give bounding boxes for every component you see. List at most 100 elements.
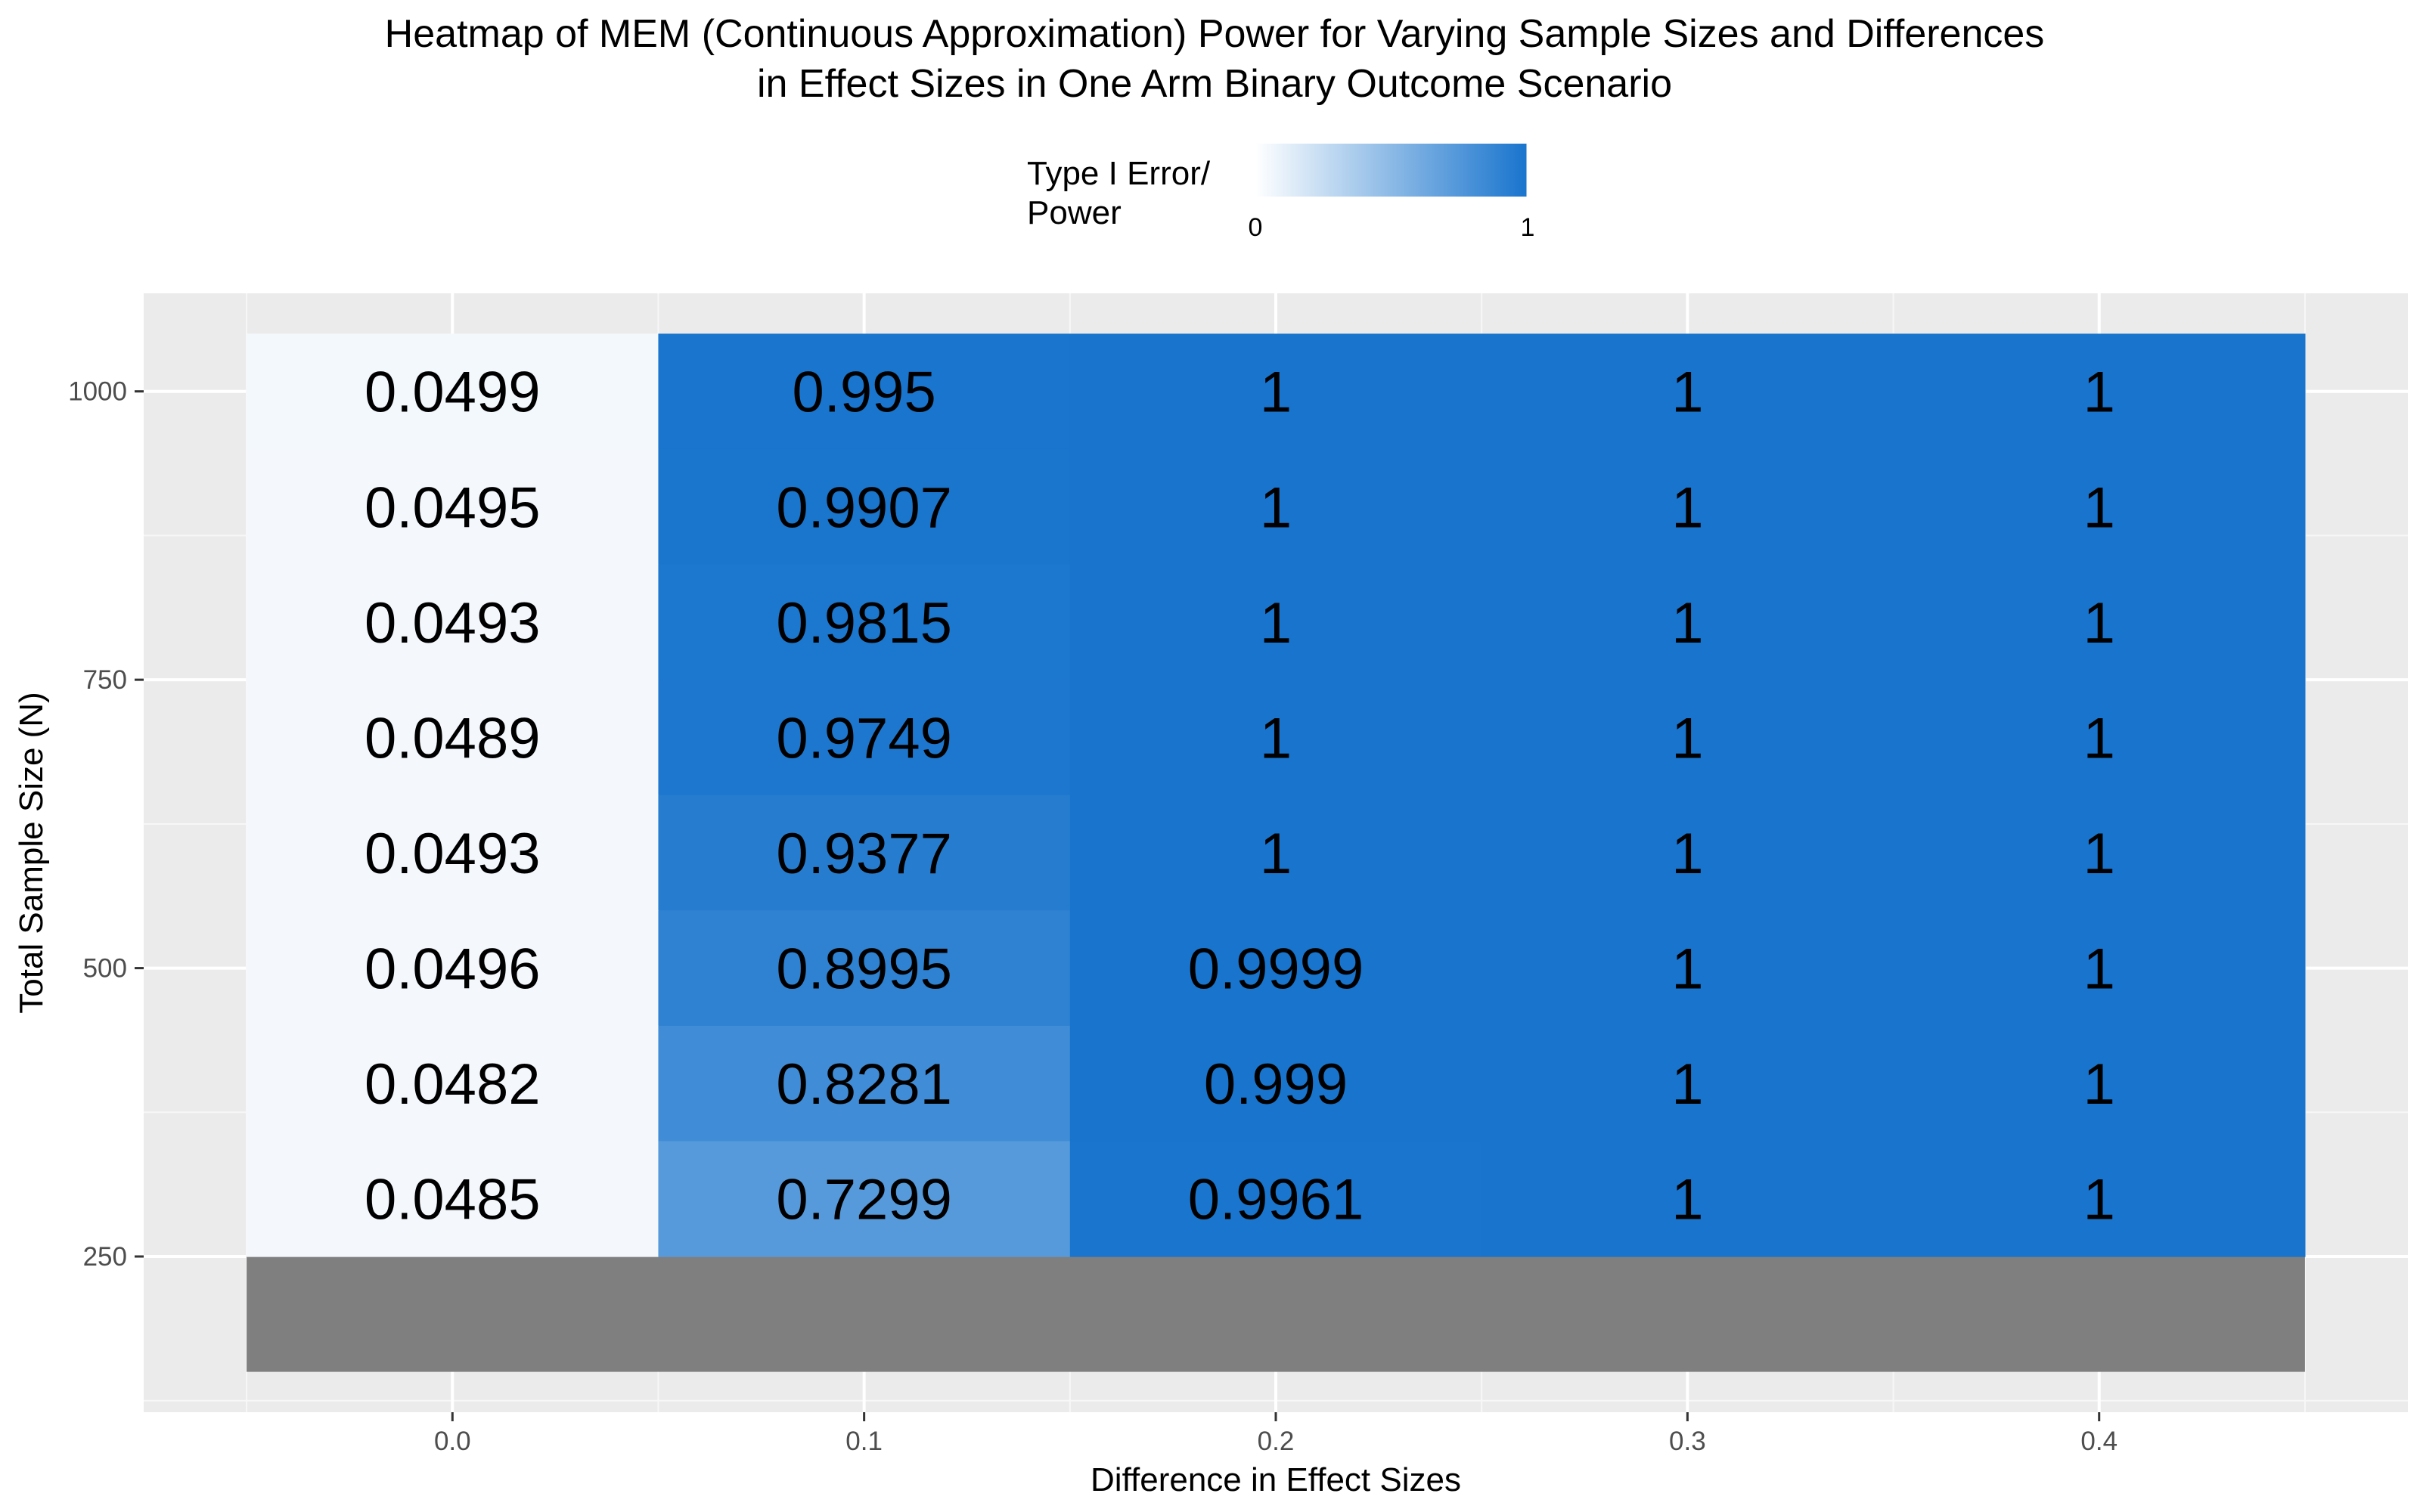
legend-colorbar: [1255, 144, 1528, 197]
heatmap-cell: [1893, 910, 2306, 1027]
heatmap-cell-label: 1: [1260, 361, 1292, 425]
heatmap-cell: [658, 448, 1071, 565]
heatmap-cell-label: 0.9999: [1188, 937, 1364, 1002]
heatmap-cell-label: 1: [1671, 706, 1703, 770]
y-axis-tick-label: 500: [83, 954, 127, 984]
heatmap-cells: [247, 333, 2306, 1372]
heatmap-cell: [658, 795, 1071, 911]
heatmap-cell-label: 0.9961: [1188, 1168, 1364, 1232]
heatmap-cell: [1893, 680, 2306, 796]
heatmap-cell-label: 1: [1260, 706, 1292, 770]
heatmap-cell-label: 1: [2083, 361, 2115, 425]
heatmap-cell: [247, 1025, 659, 1142]
heatmap-cell: [1481, 564, 1894, 680]
heatmap-cell-label: 0.0495: [365, 476, 540, 540]
heatmap-cell-label: 1: [2083, 822, 2115, 886]
heatmap-cell-label: 1: [2083, 937, 2115, 1002]
heatmap-cell-label: 0.9815: [776, 591, 951, 655]
heatmap-cell-label: 1: [1671, 476, 1703, 540]
legend-title-line-1: Type I Error/: [1027, 155, 1211, 192]
x-axis-tick-label: 0.4: [2080, 1427, 2118, 1456]
heatmap-cell-label: 0.7299: [776, 1168, 951, 1232]
heatmap-cell: [658, 910, 1071, 1027]
heatmap-cell: [1481, 448, 1894, 565]
heatmap-cell-label: 1: [1671, 937, 1703, 1002]
heatmap-cell: [658, 333, 1071, 450]
heatmap-cell: [1893, 448, 2306, 565]
heatmap-cell: [1481, 1025, 1894, 1142]
heatmap-cell: [1481, 680, 1894, 796]
heatmap-cell-label: 0.9749: [776, 706, 951, 770]
heatmap-cell: [247, 448, 659, 565]
legend: Type I Error/ Power 0 1: [1027, 144, 1534, 242]
legend-min-label: 0: [1249, 213, 1263, 242]
cell-value-labels: 0.0499 0.995 1 1 1 0.0495 0.9907 1 1 1 0.0493 0.981…: [365, 361, 2115, 1232]
heatmap-cell-label: 1: [1671, 1168, 1703, 1232]
heatmap-cell: [1893, 1025, 2306, 1142]
chart-title-line-1: Heatmap of MEM (Continuous Approximation…: [385, 12, 2045, 56]
heatmap-cell-label: 1: [2083, 591, 2115, 655]
heatmap-cell: [658, 1025, 1071, 1142]
heatmap-cell: [247, 680, 659, 796]
heatmap-cell: [1069, 1141, 1482, 1257]
heatmap-cell: [1481, 333, 1894, 450]
heatmap-cell: [247, 1141, 659, 1257]
heatmap-cell-label: 1: [2083, 476, 2115, 540]
heatmap-cell: [1481, 795, 1894, 911]
heatmap-cell: [658, 1141, 1071, 1257]
heatmap-cell-label: 0.9907: [776, 476, 951, 540]
x-axis-tick-label: 0.3: [1669, 1427, 1706, 1456]
heatmap-cell: [1069, 795, 1482, 911]
heatmap-cell-label: 0.0499: [365, 361, 540, 425]
heatmap-cell-label: 0.0493: [365, 591, 540, 655]
chart-title: Heatmap of MEM (Continuous Approximation…: [385, 12, 2045, 106]
heatmap-cell-label: 0.8281: [776, 1052, 951, 1117]
heatmap-cell: [1069, 680, 1482, 796]
x-axis-tick-label: 0.2: [1258, 1427, 1295, 1456]
heatmap-cell: [1069, 448, 1482, 565]
heatmap-cell: [658, 680, 1071, 796]
heatmap-cell-label: 0.995: [793, 361, 936, 425]
heatmap-cell: [1069, 910, 1482, 1027]
y-axis-title: Total Sample Size (N): [13, 692, 50, 1013]
heatmap-cell-label: 0.0489: [365, 706, 540, 770]
heatmap-cell: [247, 910, 659, 1027]
heatmap-cell-label: 1: [1260, 822, 1292, 886]
heatmap-cell-label: 0.0485: [365, 1168, 540, 1232]
legend-title-line-2: Power: [1027, 194, 1122, 231]
heatmap-cell-label: 1: [2083, 1052, 2115, 1117]
heatmap-cell: [1069, 1025, 1482, 1142]
heatmap-cell: [1893, 333, 2306, 450]
y-axis: 250 500 750 1000: [68, 377, 144, 1272]
heatmap-cell-label: 1: [1671, 822, 1703, 886]
y-axis-tick-label: 250: [83, 1242, 127, 1272]
heatmap-cell-label: 1: [1671, 361, 1703, 425]
heatmap-cell-label: 1: [1260, 476, 1292, 540]
heatmap-cell: [1481, 1141, 1894, 1257]
y-axis-tick-label: 1000: [68, 377, 127, 407]
heatmap-cell-label: 0.0493: [365, 822, 540, 886]
heatmap-cell-label: 0.0482: [365, 1052, 540, 1117]
chart-title-line-2: in Effect Sizes in One Arm Binary Outcom…: [757, 62, 1672, 106]
heatmap-cell-na-row: [247, 1256, 2305, 1372]
heatmap-cell: [1893, 795, 2306, 911]
heatmap-cell-label: 1: [1671, 1052, 1703, 1117]
heatmap-cell: [247, 333, 659, 450]
heatmap-cell-label: 1: [2083, 706, 2115, 770]
heatmap-cell: [1069, 333, 1482, 450]
heatmap-cell-label: 0.8995: [776, 937, 951, 1002]
heatmap-cell-label: 0.9377: [776, 822, 951, 886]
heatmap-cell-label: 1: [2083, 1168, 2115, 1232]
heatmap-cell-label: 1: [1671, 591, 1703, 655]
heatmap-cell: [1481, 910, 1894, 1027]
heatmap-cell: [247, 564, 659, 680]
heatmap-cell: [1893, 564, 2306, 680]
heatmap-cell: [247, 795, 659, 911]
x-axis-tick-label: 0.0: [434, 1427, 471, 1456]
legend-max-label: 1: [1521, 213, 1535, 242]
heatmap-cell: [1069, 564, 1482, 680]
x-axis: 0.0 0.1 0.2 0.3 0.4: [434, 1412, 2118, 1456]
heatmap-cell-label: 0.999: [1204, 1052, 1348, 1117]
x-axis-title: Difference in Effect Sizes: [1091, 1461, 1461, 1498]
